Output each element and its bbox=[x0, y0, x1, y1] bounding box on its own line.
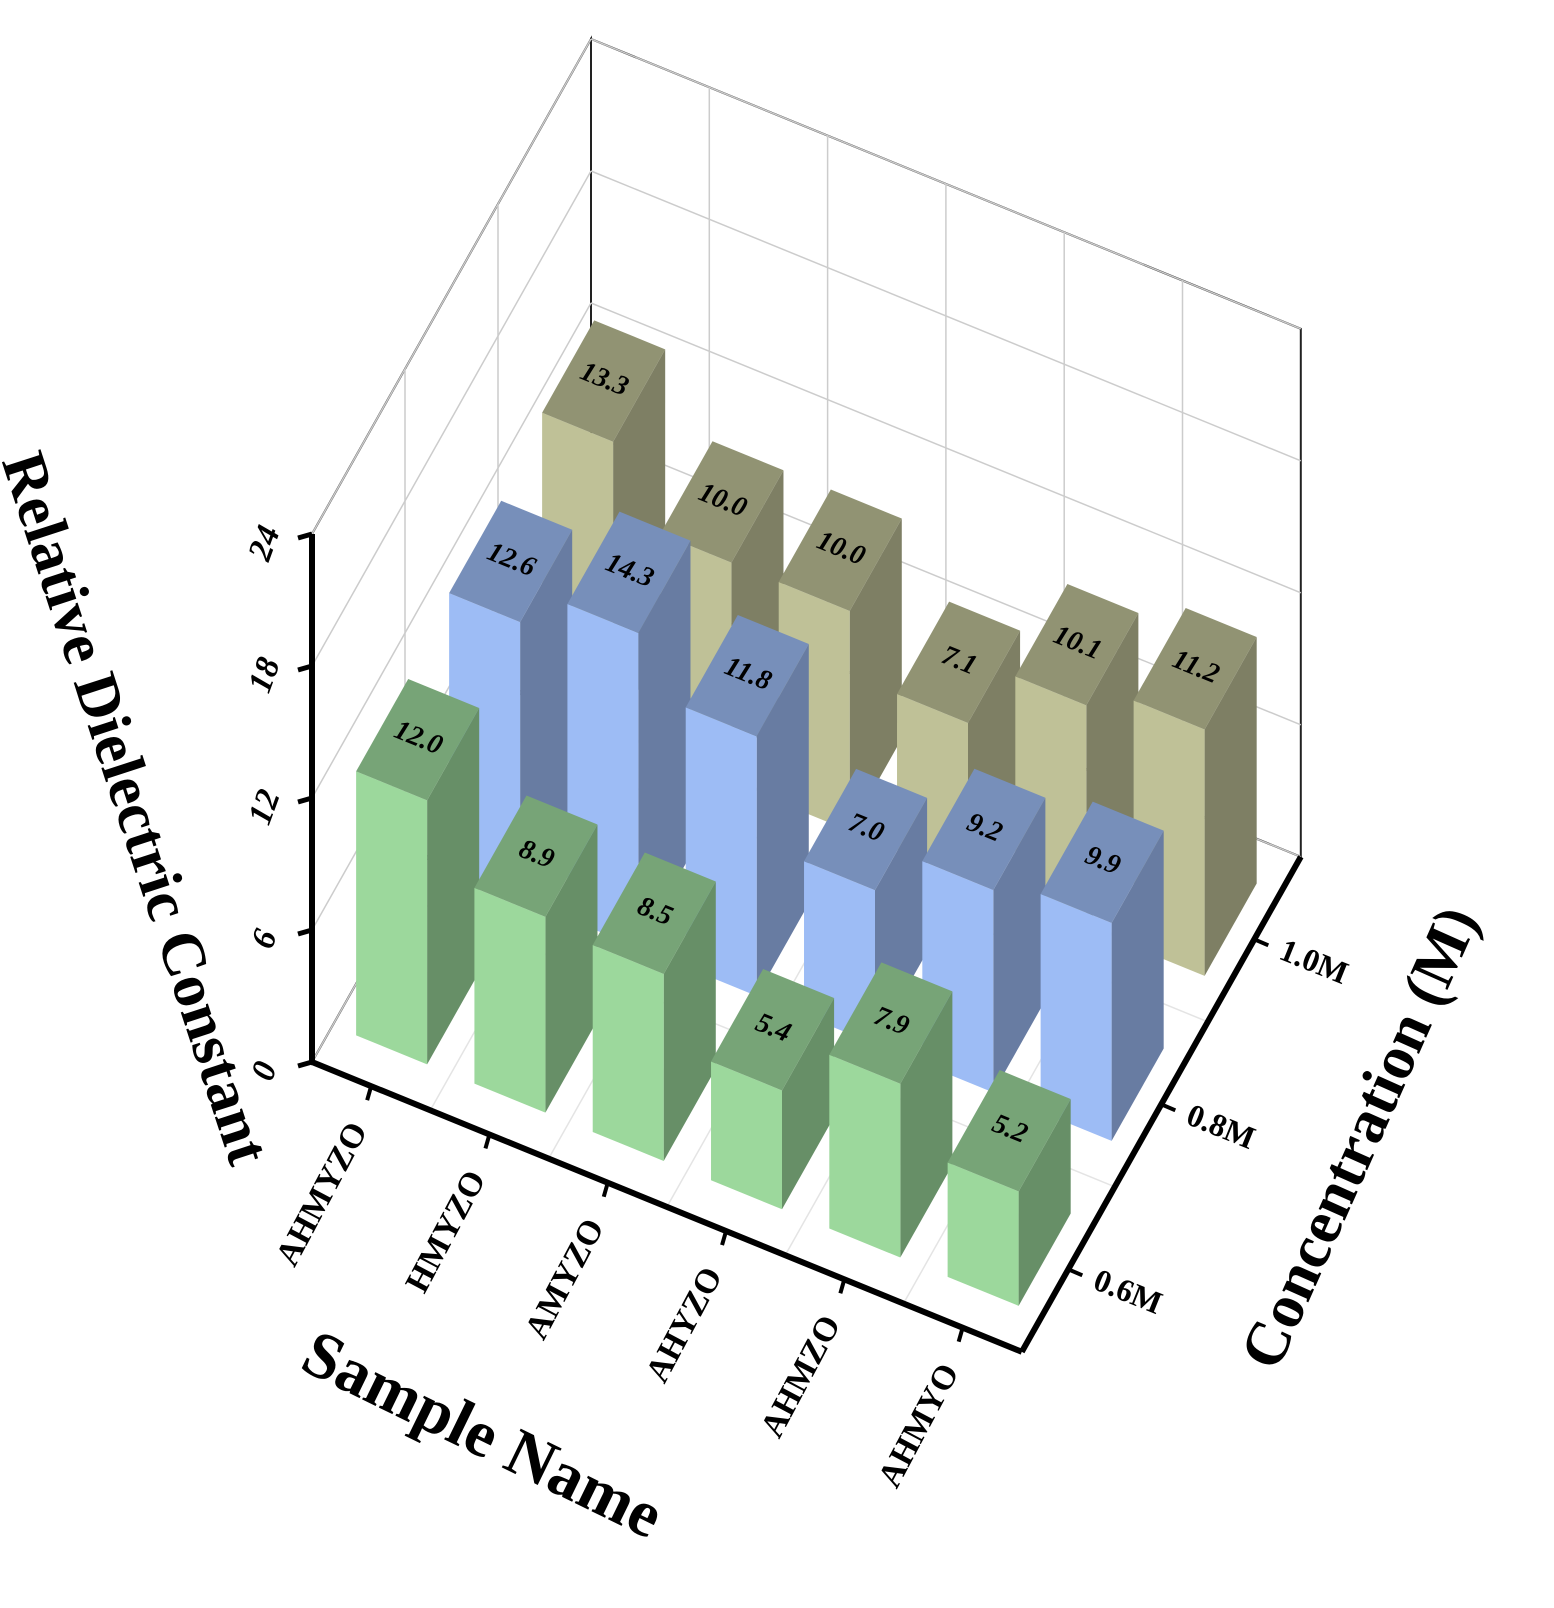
bar-side bbox=[663, 881, 716, 1161]
bar-top bbox=[778, 489, 902, 611]
grid-line bbox=[590, 302, 1302, 594]
x-axis bbox=[310, 1059, 1023, 1355]
x-tick bbox=[483, 1133, 492, 1149]
bar-side bbox=[1018, 1099, 1071, 1306]
bar-side bbox=[1111, 830, 1164, 1141]
x-tick-label: AMYZO bbox=[518, 1213, 612, 1345]
x-axis-title: Sample Name bbox=[291, 1316, 674, 1553]
bar-side bbox=[900, 991, 953, 1258]
bar-top bbox=[474, 795, 598, 917]
y-tick bbox=[1067, 1267, 1084, 1278]
bar-top bbox=[922, 768, 1046, 891]
x-tick bbox=[720, 1230, 728, 1246]
tick-mark bbox=[297, 1059, 313, 1069]
bar-side bbox=[545, 824, 598, 1113]
x-tick-label: AHMZO bbox=[754, 1309, 849, 1443]
bar-side bbox=[849, 518, 902, 831]
z-tick-label: 6 bbox=[244, 925, 285, 954]
y-tick bbox=[1253, 937, 1270, 948]
bar-top bbox=[1133, 608, 1257, 730]
y-tick-label: 0.8M bbox=[1182, 1096, 1261, 1156]
bar-front bbox=[356, 771, 428, 1065]
bar-front bbox=[829, 1054, 901, 1258]
x-tick bbox=[601, 1182, 610, 1198]
grid-line bbox=[590, 170, 1302, 462]
bar-top bbox=[947, 1070, 1071, 1192]
y-axis-title: Concentration (M) bbox=[1227, 897, 1492, 1379]
bar-top bbox=[356, 678, 480, 801]
z-tick-label: 24 bbox=[241, 521, 288, 567]
bar-side bbox=[756, 643, 809, 996]
bar-front bbox=[592, 944, 664, 1161]
bar-side bbox=[638, 540, 691, 948]
bar-top bbox=[1040, 801, 1164, 924]
bar-top bbox=[449, 500, 573, 623]
x-tick bbox=[956, 1327, 965, 1343]
bar-top bbox=[1015, 583, 1139, 706]
bar-top bbox=[897, 601, 1021, 724]
x-tick-label: HMYZO bbox=[399, 1164, 494, 1298]
bar-front bbox=[1040, 894, 1112, 1141]
x-tick-label: AHMYO bbox=[871, 1358, 967, 1494]
bar-top bbox=[660, 441, 784, 563]
y-tick bbox=[1160, 1102, 1177, 1113]
bar-front bbox=[474, 887, 546, 1113]
x-tick-label: AHMYZO bbox=[269, 1116, 375, 1272]
x-tick bbox=[838, 1278, 847, 1294]
bar-front bbox=[947, 1162, 1019, 1306]
bar-side bbox=[1204, 637, 1257, 976]
x-tick-label: AHYZO bbox=[639, 1261, 730, 1388]
grid-line bbox=[311, 38, 592, 535]
bar-top bbox=[685, 614, 809, 737]
grid-line bbox=[590, 38, 1302, 330]
bar-top bbox=[567, 511, 691, 634]
bar-top bbox=[711, 969, 835, 1091]
y-tick-label: 1.0M bbox=[1275, 931, 1354, 991]
z-tick-label: 12 bbox=[241, 785, 287, 830]
bar-front bbox=[711, 1061, 782, 1210]
x-tick bbox=[365, 1085, 374, 1101]
y-tick-label: 0.6M bbox=[1089, 1261, 1168, 1321]
bar-top bbox=[542, 320, 666, 442]
bar-side bbox=[782, 998, 835, 1210]
z-tick-label: 18 bbox=[241, 653, 287, 698]
bar-top bbox=[829, 962, 953, 1084]
grid-line bbox=[311, 302, 592, 799]
bar-top bbox=[592, 852, 716, 974]
bar-side bbox=[993, 797, 1046, 1093]
grid-line bbox=[311, 170, 592, 667]
bar-top bbox=[804, 768, 928, 891]
bar-side bbox=[427, 707, 480, 1065]
